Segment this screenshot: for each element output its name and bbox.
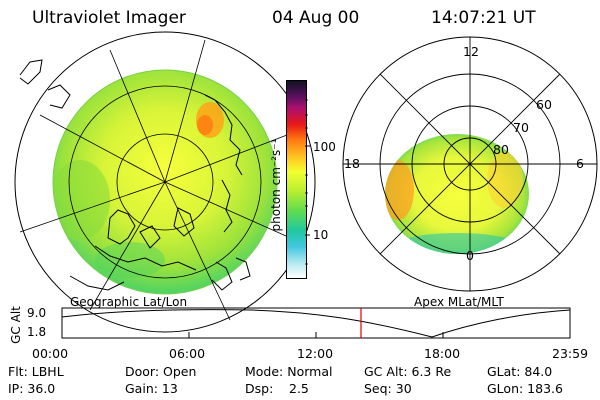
timeline-xtick-0000: 00:00: [32, 346, 69, 361]
timeline-ylabel: GC Alt: [9, 306, 23, 344]
colorbar-tick-10: 10: [313, 228, 329, 242]
colorbar-axis: [305, 99, 310, 265]
gc-alt-timeline[interactable]: [61, 307, 582, 341]
ip-info: IP: 36.0: [8, 381, 56, 396]
mode-info: Mode: Normal: [245, 364, 333, 379]
glat-info: GLat: 84.0: [487, 364, 553, 379]
timeline-ytick-low: 1.8: [27, 325, 47, 339]
colorbar-unit-label: photon cm⁻²s⁻¹: [269, 138, 283, 232]
mlt-label-6: 6: [576, 156, 584, 171]
timeline-xtick-1200: 12:00: [297, 346, 334, 361]
timeline-ytick-high: 9.0: [27, 306, 47, 320]
gain-info: Gain: 13: [125, 381, 178, 396]
magnetic-map[interactable]: [340, 36, 600, 310]
magnetic-map-label: Apex MLat/MLT: [414, 295, 504, 309]
app-title: Ultraviolet Imager: [32, 8, 186, 28]
time-label: 14:07:21 UT: [431, 8, 536, 28]
mlt-label-12: 12: [463, 44, 479, 59]
timeline-xtick-0600: 06:00: [169, 346, 206, 361]
dsp-value: 2.5: [289, 381, 309, 396]
date-label: 04 Aug 00: [272, 8, 360, 28]
seq-info: Seq: 30: [364, 381, 412, 396]
lat-label-80: 80: [493, 142, 509, 157]
dsp-label: Dsp:: [245, 381, 274, 396]
geographic-map-label: Geographic Lat/Lon: [70, 295, 188, 309]
glon-info: GLon: 183.6: [487, 381, 563, 396]
colorbar-tick-100: 100: [313, 140, 336, 154]
mlt-label-18: 18: [344, 156, 360, 171]
filter-info: Flt: LBHL: [8, 364, 64, 379]
mlt-label-0: 0: [466, 248, 474, 263]
lat-label-70: 70: [513, 120, 529, 135]
colorbar: [286, 80, 307, 279]
geographic-map[interactable]: [0, 0, 316, 333]
gc-alt-info: GC Alt: 6.3 Re: [364, 364, 452, 379]
door-info: Door: Open: [125, 364, 197, 379]
timeline-xtick-2359: 23:59: [552, 346, 589, 361]
lat-label-60: 60: [536, 97, 552, 112]
timeline-xtick-1800: 18:00: [424, 346, 461, 361]
